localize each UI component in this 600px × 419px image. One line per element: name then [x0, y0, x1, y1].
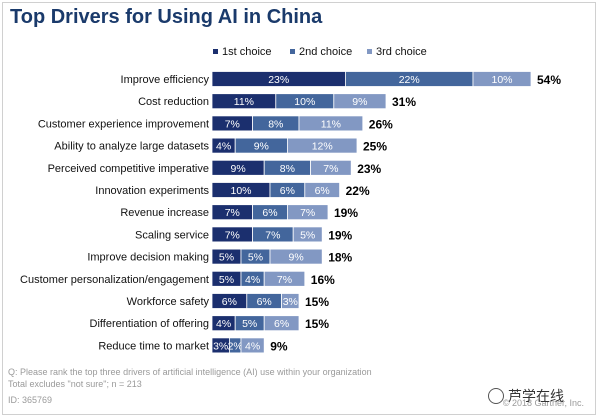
chart-frame [2, 2, 596, 415]
bar-value-label: 9% [289, 252, 304, 264]
category-label: Reduce time to market [98, 340, 209, 352]
total-label: 18% [328, 251, 352, 265]
bar-value-label: 7% [265, 229, 280, 241]
bar-value-label: 6% [262, 207, 277, 219]
total-label: 19% [334, 206, 358, 220]
total-label: 54% [537, 73, 561, 87]
category-label: Cost reduction [138, 96, 209, 108]
category-label: Customer personalization/engagement [20, 274, 209, 286]
total-label: 15% [305, 295, 329, 309]
bar-value-label: 7% [225, 207, 240, 219]
chart-title: Top Drivers for Using AI in China [10, 6, 323, 28]
category-label: Innovation experiments [95, 185, 209, 197]
bar-value-label: 3% [283, 296, 298, 308]
bar-value-label: 4% [216, 141, 231, 153]
bar-segment-3 [292, 226, 323, 243]
total-label: 19% [328, 228, 352, 242]
legend-label-3: 3rd choice [376, 46, 427, 58]
bar-value-label: 8% [268, 118, 283, 130]
watermark: 芦学在线 [488, 386, 564, 406]
legend-label-1: 1st choice [222, 46, 272, 58]
bar-value-label: 22% [399, 74, 420, 86]
bar-value-label: 4% [216, 318, 231, 330]
bar-value-label: 3% [213, 340, 228, 352]
category-label: Differentiation of offering [90, 318, 209, 330]
category-label: Customer experience improvement [38, 118, 209, 130]
bar-value-label: 10% [491, 74, 512, 86]
footnote-id: ID: 365769 [8, 395, 53, 405]
watermark-logo-icon [488, 388, 504, 404]
bar-segment-3 [310, 159, 352, 176]
bar-value-label: 10% [294, 96, 315, 108]
bar-value-label: 7% [225, 229, 240, 241]
bar-value-label: 12% [312, 141, 333, 153]
bar-segment-3 [333, 93, 387, 110]
bar-segment-3 [269, 248, 323, 265]
footnote-question: Q: Please rank the top three drivers of … [8, 367, 372, 377]
bar-value-label: 9% [254, 141, 269, 153]
total-label: 26% [369, 117, 393, 131]
total-label: 9% [270, 339, 288, 353]
total-label: 31% [392, 95, 416, 109]
bar-value-label: 10% [230, 185, 251, 197]
watermark-text: 芦学在线 [508, 388, 564, 404]
bar-value-label: 6% [257, 296, 272, 308]
category-label: Revenue increase [120, 207, 209, 219]
total-label: 25% [363, 140, 387, 154]
bar-value-label: 4% [245, 274, 260, 286]
bar-segment-3 [263, 315, 300, 332]
bar-value-label: 7% [323, 163, 338, 175]
bar-value-label: 7% [300, 207, 315, 219]
category-label: Scaling service [135, 229, 209, 241]
bar-segment-3 [281, 293, 300, 309]
total-label: 16% [311, 273, 335, 287]
footnote-total: Total excludes "not sure"; n = 213 [8, 379, 142, 389]
bar-segment-3 [298, 115, 364, 132]
category-label: Ability to analyze large datasets [54, 141, 209, 153]
bar-value-label: 7% [277, 274, 292, 286]
bar-value-label: 7% [225, 118, 240, 130]
bar-value-label: 6% [222, 296, 237, 308]
bar-segment-3 [304, 182, 340, 198]
total-label: 23% [357, 162, 381, 176]
bar-value-label: 8% [280, 163, 295, 175]
bar-value-label: 9% [352, 96, 367, 108]
bar-value-label: 6% [280, 185, 295, 197]
bar-value-label: 5% [219, 252, 234, 264]
bar-value-label: 5% [242, 318, 257, 330]
bar-value-label: 4% [245, 340, 260, 352]
legend-swatch-3 [367, 49, 372, 54]
bar-value-label: 6% [315, 185, 330, 197]
bar-segment-3 [263, 270, 306, 287]
legend-label-2: 2nd choice [299, 46, 352, 58]
bar-segment-3 [240, 337, 265, 354]
category-label: Improve decision making [87, 252, 209, 264]
bar-segment-3 [472, 71, 532, 87]
bar-value-label: 2% [228, 340, 243, 352]
bar-segment-3 [286, 137, 358, 154]
bar-value-label: 11% [234, 96, 254, 108]
legend-swatch-1 [213, 49, 218, 54]
copyright-text: © 2018 Gartner, Inc. [502, 398, 584, 408]
bar-value-label: 5% [219, 274, 234, 286]
bar-value-label: 5% [248, 252, 263, 264]
total-label: 15% [305, 317, 329, 331]
bar-value-label: 5% [300, 229, 315, 241]
category-label: Workforce safety [127, 296, 210, 308]
bar-value-label: 11% [321, 118, 341, 130]
category-label: Improve efficiency [121, 74, 210, 86]
bar-value-label: 23% [268, 74, 289, 86]
bar-value-label: 9% [231, 163, 246, 175]
bar-value-label: 6% [274, 318, 289, 330]
legend-swatch-2 [290, 49, 295, 54]
bar-segment-3 [286, 204, 329, 221]
total-label: 22% [346, 184, 370, 198]
category-label: Perceived competitive imperative [48, 163, 209, 175]
